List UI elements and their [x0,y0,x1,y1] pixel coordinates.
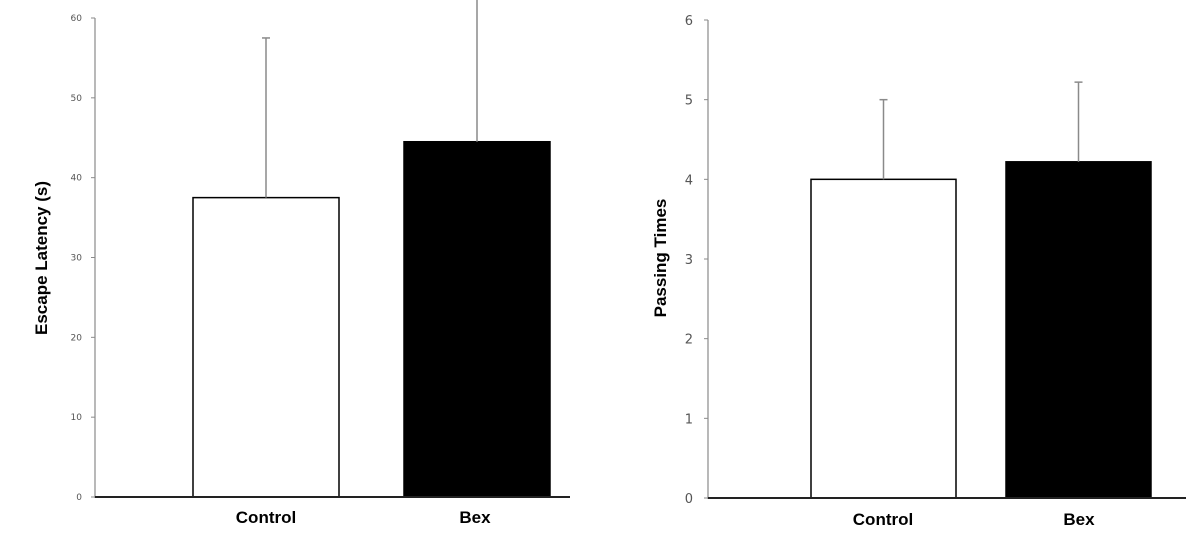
bar-control [192,196,340,498]
y-tick-label: 2 [685,333,693,348]
y-tick-label: 60 [71,14,83,24]
y-tick-label: 4 [685,173,693,188]
y-tick-label: 10 [71,413,83,423]
category-label-bex: Bex [459,508,491,527]
bar-control [810,178,957,499]
y-tick-label: 50 [71,94,83,104]
y-tick-label: 40 [71,174,83,184]
y-tick-label: 6 [685,14,693,29]
category-label-control: Control [853,510,913,529]
y-axis-title: Escape Latency (s) [32,181,51,335]
escape-latency-chart: Escape Latency (s) 0 10 20 30 40 50 60 Control B… [32,0,570,527]
y-tick-label: 30 [71,254,83,264]
y-tick-label: 5 [685,94,693,109]
y-tick-label: 0 [76,493,82,503]
y-tick-label: 0 [685,492,693,507]
bar-bex [403,140,551,498]
bar-bex [1005,161,1152,499]
category-label-control: Control [236,508,296,527]
category-label-bex: Bex [1063,510,1095,529]
y-tick-label: 3 [685,253,693,268]
y-axis-title: Passing Times [651,199,670,318]
y-tick-label: 1 [685,412,693,427]
y-tick-label: 20 [71,333,83,343]
passing-times-chart: Passing Times 0 1 2 3 4 5 6 Control Bex [651,14,1186,529]
